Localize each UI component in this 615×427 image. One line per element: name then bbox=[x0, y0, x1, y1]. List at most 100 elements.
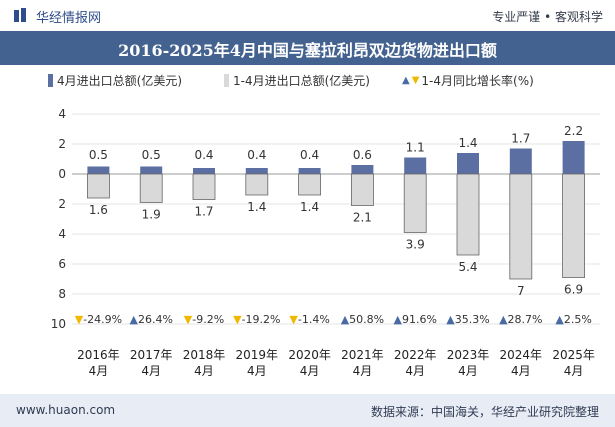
growth-down-triangle-icon: ▼ bbox=[75, 313, 84, 326]
bar-monthly bbox=[140, 166, 163, 174]
y-tick-label: 10 bbox=[51, 317, 66, 331]
legend-down-triangle-icon: ▼ bbox=[411, 75, 420, 86]
growth-label: ▼-19.2% bbox=[233, 313, 280, 326]
y-tick-label: 6 bbox=[58, 257, 66, 271]
growth-label: ▼-1.4% bbox=[289, 313, 329, 326]
growth-up-triangle-icon: ▲ bbox=[446, 313, 455, 326]
chart-title: 2016-2025年4月中国与塞拉利昂双边货物进出口额 bbox=[118, 41, 497, 60]
growth-value: -1.4% bbox=[298, 313, 330, 326]
x-category-label: 2016年 bbox=[77, 348, 120, 362]
legend-swatch-cumulative bbox=[224, 74, 229, 87]
bar-cumulative bbox=[403, 173, 427, 233]
title-bar: 2016-2025年4月中国与塞拉利昂双边货物进出口额 bbox=[0, 31, 615, 65]
bar-label-monthly: 1.7 bbox=[511, 132, 530, 146]
x-category-label: 4月 bbox=[247, 364, 267, 378]
bar-monthly bbox=[87, 166, 110, 174]
x-category-label: 4月 bbox=[353, 364, 373, 378]
y-tick-label: 0 bbox=[58, 167, 66, 181]
x-category-label: 2019年 bbox=[236, 348, 279, 362]
chart-legend: 4月进出口总额(亿美元) 1-4月进出口总额(亿美元) ▲ ▼ 1-4月同比增长… bbox=[0, 72, 615, 92]
growth-value: 2.5% bbox=[564, 313, 592, 326]
bar-label-cumulative: 1.6 bbox=[89, 203, 108, 217]
growth-label: ▲2.5% bbox=[555, 313, 591, 326]
bar-label-cumulative: 5.4 bbox=[458, 260, 477, 274]
bar-cumulative bbox=[192, 173, 216, 200]
x-category-label: 2022年 bbox=[394, 348, 437, 362]
x-category-label: 4月 bbox=[89, 364, 109, 378]
bar-monthly bbox=[404, 157, 427, 174]
legend-item-growth: ▲ ▼ 1-4月同比增长率(%) bbox=[402, 72, 534, 89]
growth-up-triangle-icon: ▲ bbox=[129, 313, 138, 326]
bar-label-cumulative: 1.7 bbox=[194, 205, 213, 219]
x-category-label: 2020年 bbox=[288, 348, 331, 362]
bar-cumulative bbox=[298, 173, 322, 196]
footer-source: 数据来源：中国海关，华经产业研究院整理 bbox=[370, 405, 599, 419]
bar-label-monthly: 1.4 bbox=[458, 136, 477, 150]
bar-label-monthly: 1.1 bbox=[406, 141, 425, 155]
legend-item-cumulative: 1-4月进出口总额(亿美元) bbox=[224, 72, 370, 89]
bar-label-cumulative: 7 bbox=[517, 284, 525, 298]
x-category-label: 2021年 bbox=[341, 348, 384, 362]
growth-up-triangle-icon: ▲ bbox=[393, 313, 402, 326]
y-tick-label: 8 bbox=[58, 287, 66, 301]
bar-label-monthly: 0.4 bbox=[300, 148, 319, 162]
legend-label-cumulative: 1-4月进出口总额(亿美元) bbox=[233, 74, 370, 88]
growth-label: ▲26.4% bbox=[129, 313, 172, 326]
legend-label-monthly: 4月进出口总额(亿美元) bbox=[57, 74, 182, 88]
y-tick-label: 2 bbox=[58, 137, 66, 151]
x-category-label: 2018年 bbox=[183, 348, 226, 362]
growth-label: ▼-9.2% bbox=[184, 313, 224, 326]
bar-monthly bbox=[509, 148, 532, 174]
bar-cumulative bbox=[139, 173, 163, 203]
growth-down-triangle-icon: ▼ bbox=[184, 313, 193, 326]
growth-label: ▲50.8% bbox=[341, 313, 384, 326]
growth-value: 50.8% bbox=[349, 313, 384, 326]
bar-label-cumulative: 1.9 bbox=[142, 208, 161, 222]
y-tick-label: 2 bbox=[58, 197, 66, 211]
growth-label: ▲35.3% bbox=[446, 313, 489, 326]
footer-bar: www.huaon.com 数据来源：中国海关，华经产业研究院整理 bbox=[0, 394, 615, 427]
bar-label-cumulative: 3.9 bbox=[406, 238, 425, 252]
x-category-label: 2017年 bbox=[130, 348, 173, 362]
bar-label-monthly: 2.2 bbox=[564, 124, 583, 138]
brand-tagline: 专业严谨 • 客观科学 bbox=[492, 10, 603, 24]
bar-monthly bbox=[562, 141, 585, 174]
growth-value: -24.9% bbox=[83, 313, 122, 326]
bar-monthly bbox=[457, 153, 479, 174]
x-category-label: 2024年 bbox=[500, 348, 543, 362]
bar-label-cumulative: 2.1 bbox=[353, 211, 372, 225]
top-bar: 华经情报网 专业严谨 • 客观科学 bbox=[0, 0, 615, 31]
y-tick-label: 4 bbox=[58, 107, 66, 121]
growth-label: ▲91.6% bbox=[393, 313, 436, 326]
bar-monthly bbox=[298, 168, 321, 174]
growth-up-triangle-icon: ▲ bbox=[499, 313, 508, 326]
bar-cumulative bbox=[87, 173, 110, 199]
bar-cumulative bbox=[245, 173, 269, 196]
bar-label-monthly: 0.5 bbox=[89, 148, 108, 162]
bar-cumulative bbox=[509, 173, 533, 280]
brand-name: 华经情报网 bbox=[36, 11, 102, 26]
footer-url: www.huaon.com bbox=[16, 403, 116, 417]
bar-label-monthly: 0.5 bbox=[142, 148, 161, 162]
bar-label-monthly: 0.4 bbox=[247, 148, 266, 162]
bar-label-cumulative: 1.4 bbox=[300, 200, 319, 214]
bar-cumulative bbox=[456, 173, 480, 256]
bar-cumulative bbox=[562, 173, 585, 278]
bar-monthly bbox=[193, 168, 215, 174]
x-category-label: 4月 bbox=[300, 364, 320, 378]
bar-label-monthly: 0.4 bbox=[194, 148, 213, 162]
bar-monthly bbox=[245, 168, 268, 174]
growth-value: -19.2% bbox=[242, 313, 281, 326]
bar-label-cumulative: 1.4 bbox=[247, 200, 266, 214]
growth-value: -9.2% bbox=[192, 313, 224, 326]
legend-label-growth: 1-4月同比增长率(%) bbox=[421, 74, 534, 88]
x-category-label: 2025年 bbox=[552, 348, 595, 362]
y-tick-label: 4 bbox=[58, 227, 66, 241]
growth-value: 91.6% bbox=[402, 313, 437, 326]
growth-label: ▲28.7% bbox=[499, 313, 542, 326]
x-category-label: 2023年 bbox=[447, 348, 490, 362]
growth-value: 28.7% bbox=[508, 313, 543, 326]
bar-label-cumulative: 6.9 bbox=[564, 283, 583, 297]
